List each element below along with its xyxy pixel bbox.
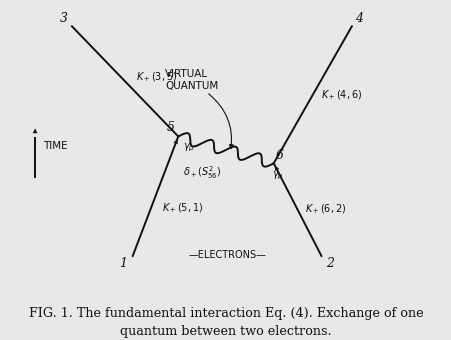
Text: $K_+(3,5)$: $K_+(3,5)$ — [136, 71, 177, 84]
Text: FIG. 1. The fundamental interaction Eq. (4). Exchange of one
quantum between two: FIG. 1. The fundamental interaction Eq. … — [28, 307, 423, 338]
Text: VIRTUAL
QUANTUM: VIRTUAL QUANTUM — [165, 69, 218, 91]
Text: —ELECTRONS—: —ELECTRONS— — [188, 250, 266, 260]
Text: $\gamma_\mu$: $\gamma_\mu$ — [182, 142, 194, 154]
Text: 5: 5 — [166, 121, 175, 134]
Text: 3: 3 — [60, 12, 68, 25]
Text: $K_+(5,1)$: $K_+(5,1)$ — [161, 202, 203, 215]
Text: $\delta_+(S^2_{56})$: $\delta_+(S^2_{56})$ — [183, 164, 221, 181]
Text: $K_+(4,6)$: $K_+(4,6)$ — [320, 88, 361, 102]
Text: 2: 2 — [325, 257, 333, 270]
Text: $\gamma_\mu$: $\gamma_\mu$ — [271, 170, 283, 183]
Text: 6: 6 — [275, 149, 283, 162]
Text: 1: 1 — [119, 257, 127, 270]
Text: 4: 4 — [354, 12, 363, 25]
Text: TIME: TIME — [43, 141, 67, 151]
Text: $K_+(6,2)$: $K_+(6,2)$ — [305, 203, 346, 217]
